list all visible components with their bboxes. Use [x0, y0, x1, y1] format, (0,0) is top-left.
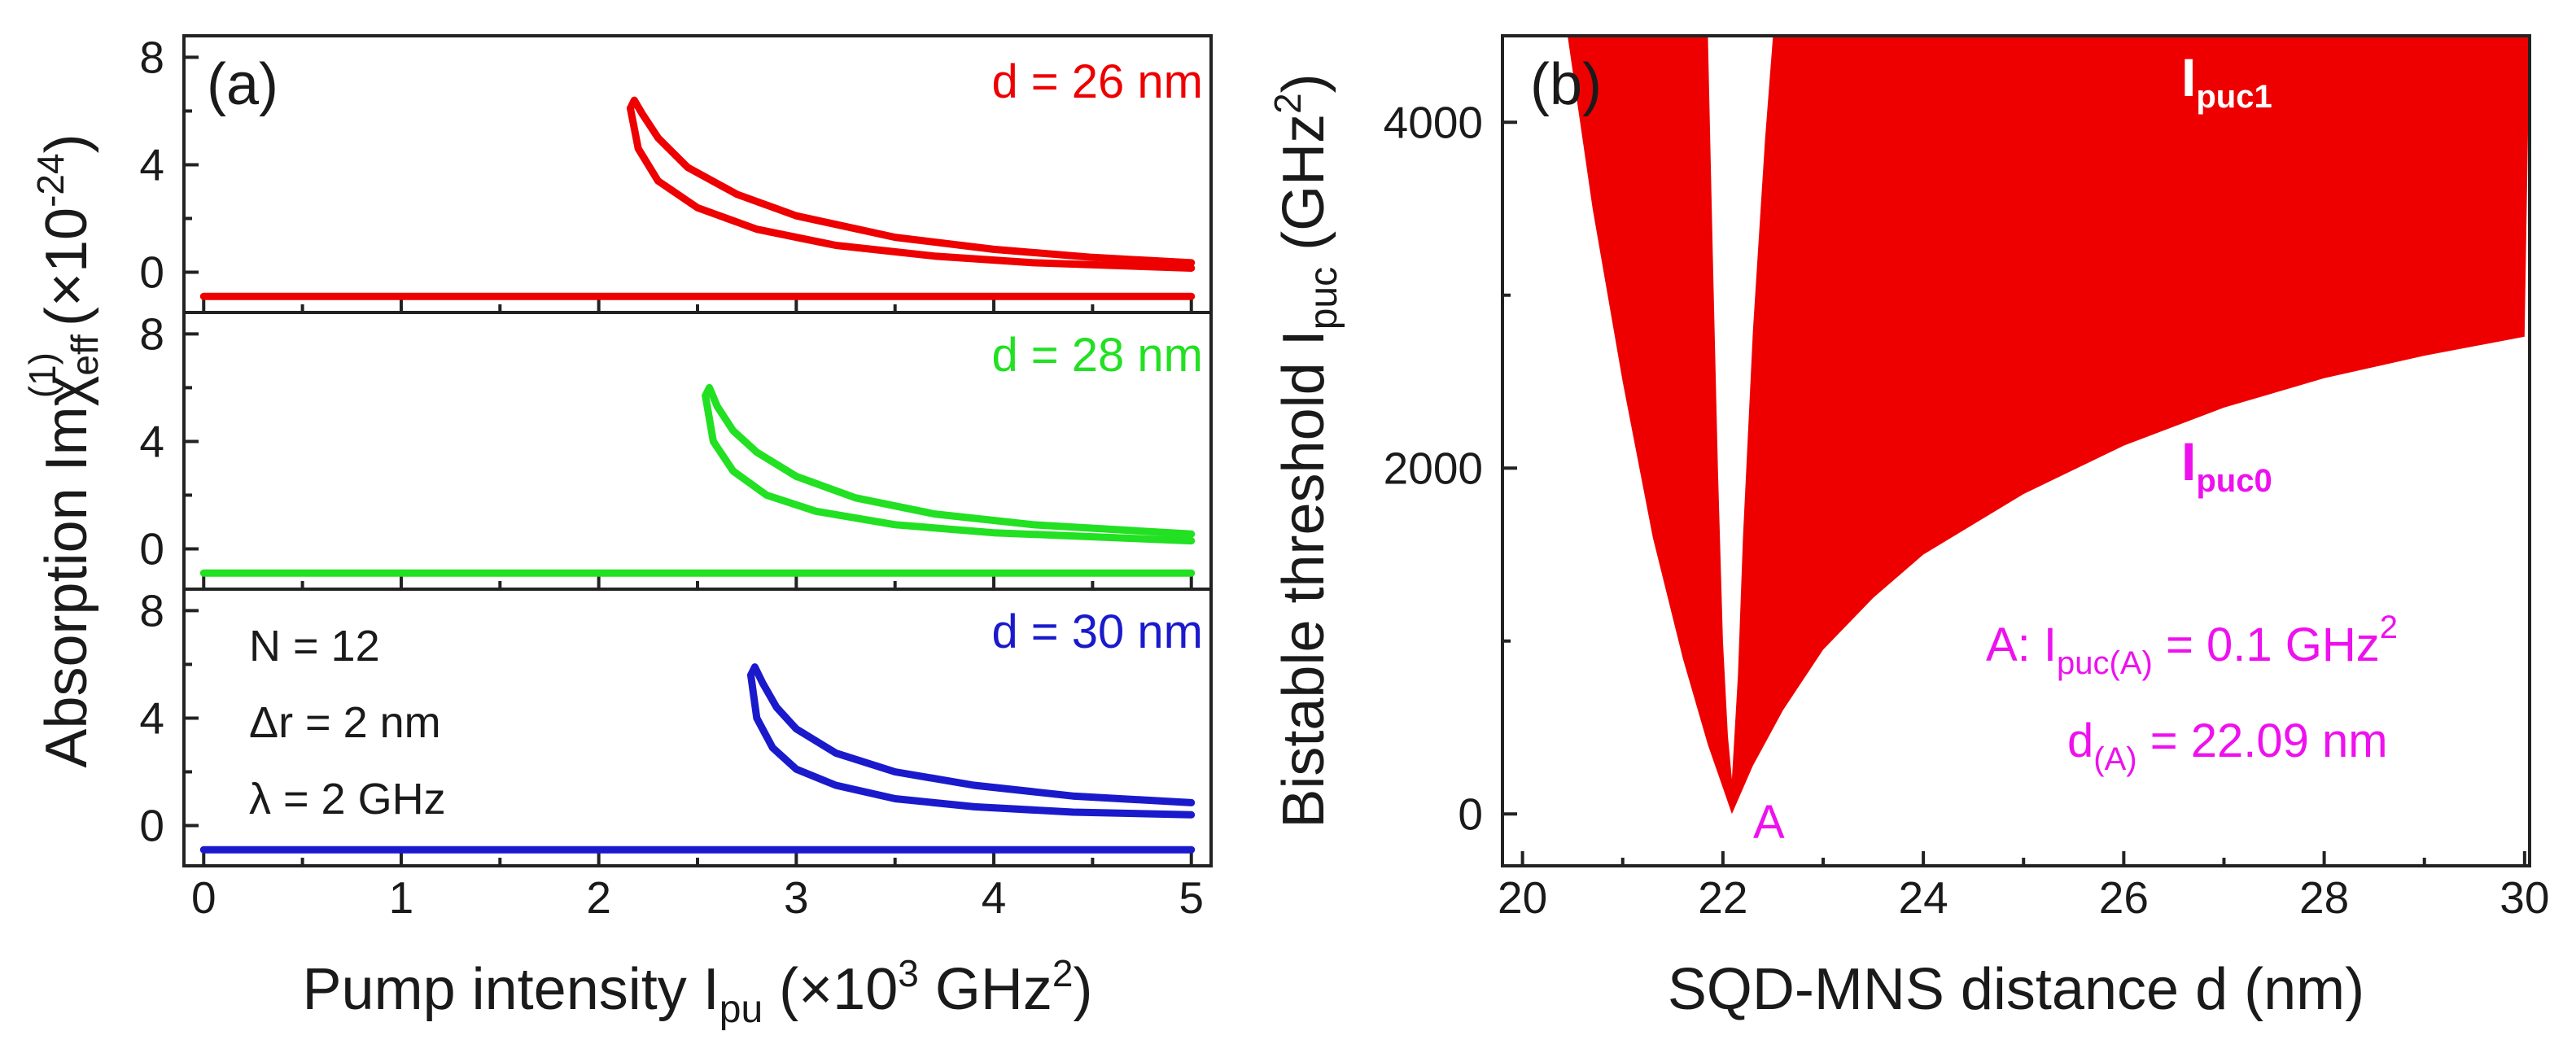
x-tick-label-b: 24 [1899, 872, 1948, 923]
x-tick-label-a: 0 [191, 872, 216, 923]
label-ipuc0: Ipuc0 [2181, 431, 2272, 499]
panel-b-ticks: 0 2000 4000 20 22 24 26 28 30 [1384, 97, 2550, 923]
x-tick-label-b: 28 [2299, 872, 2349, 923]
panel-label-a: (a) [207, 52, 278, 117]
series-line-bistable-loop-upper [702, 383, 1196, 538]
y-tick-label-a: 0 [139, 800, 164, 850]
y-tick-label-a: 4 [139, 139, 164, 190]
panel-a-ticks: 0 4 8 0 4 8 0 4 8 0 1 2 3 4 5 [139, 32, 1204, 923]
x-tick-label-b: 22 [1698, 872, 1747, 923]
y-tick-label-b: 4000 [1384, 97, 1483, 147]
y-tick-label-a: 4 [139, 693, 164, 743]
bistable-gap [1708, 36, 1773, 780]
y-tick-label-a: 8 [139, 32, 164, 82]
y-tick-label-a: 8 [139, 585, 164, 636]
series-title-d26: d = 26 nm [991, 55, 1203, 108]
panel-a-curves [199, 96, 1196, 854]
y-tick-label-a: 0 [139, 247, 164, 297]
series-line-bistable-loop-lower [747, 671, 1196, 819]
label-ipuc1: Ipuc1 [2181, 47, 2272, 115]
y-tick-label-a: 4 [139, 416, 164, 466]
chi-symbol: χ [34, 376, 99, 407]
x-tick-label-a: 1 [389, 872, 414, 923]
y-tick-label-b: 2000 [1384, 443, 1483, 493]
x-tick-label-a: 5 [1179, 872, 1204, 923]
chi-sub: eff [63, 334, 106, 376]
x-tick-label-a: 4 [982, 872, 1007, 923]
y-axis-label-b: Bistable threshold Ipuc (GHz2) [1266, 73, 1345, 828]
annotation-ipuc-a: A: Ipuc(A) = 0.1 GHz2 [1986, 610, 2398, 681]
series-title-d28: d = 28 nm [991, 329, 1203, 382]
series-line-bistable-loop-lower [627, 104, 1196, 272]
bistable-area [1568, 36, 2530, 815]
panel-label-b: (b) [1530, 52, 1602, 117]
y-tick-label-b: 0 [1458, 789, 1483, 839]
x-tick-label-a: 3 [784, 872, 809, 923]
series-line-bistable-loop-lower [702, 391, 1196, 545]
annotation-d-a: d(A) = 22.09 nm [2067, 714, 2388, 777]
chi-sup: (1) [21, 352, 63, 398]
point-a-label: A [1753, 796, 1785, 849]
series-line-bistable-loop-upper [627, 96, 1196, 267]
subplot-frame-b [1501, 34, 2531, 867]
panel-b-bistable-region [1568, 36, 2530, 815]
series-title-d30: d = 30 nm [991, 605, 1203, 658]
series-line-bistable-loop-upper [747, 663, 1196, 806]
x-axis-label-a: Pump intensity Ipu (×103 GHz2) [303, 952, 1093, 1031]
y-tick-label-a: 8 [139, 308, 164, 359]
param-delta-r: Δr = 2 nm [249, 698, 441, 747]
y-tick-label-a: 0 [139, 523, 164, 574]
x-tick-label-b: 30 [2499, 872, 2549, 923]
x-axis-label-b: SQD-MNS distance d (nm) [1668, 957, 2364, 1022]
x-tick-label-a: 2 [586, 872, 611, 923]
x-tick-label-b: 26 [2099, 872, 2149, 923]
param-lambda: λ = 2 GHz [249, 775, 446, 824]
y-axis-label-a: Absorption Imχeff(1) (×10-24) [21, 133, 106, 767]
param-n: N = 12 [249, 622, 380, 671]
x-tick-label-b: 20 [1498, 872, 1547, 923]
